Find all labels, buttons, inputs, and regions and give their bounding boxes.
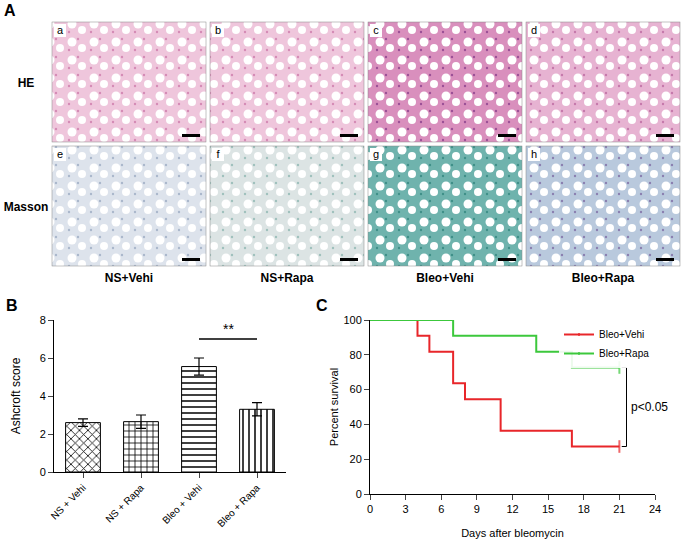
svg-text:6: 6: [438, 503, 444, 515]
svg-text:20: 20: [350, 453, 362, 465]
svg-text:Days after bleomycin: Days after bleomycin: [461, 527, 564, 539]
svg-text:f: f: [216, 148, 220, 160]
svg-text:8: 8: [40, 314, 46, 326]
svg-text:HE: HE: [18, 76, 35, 90]
svg-text:21: 21: [613, 503, 625, 515]
svg-text:c: c: [373, 24, 379, 36]
svg-text:NS+Rapa: NS+Rapa: [260, 271, 313, 285]
svg-text:NS+Vehi: NS+Vehi: [105, 271, 153, 285]
svg-text:18: 18: [578, 503, 590, 515]
svg-text:d: d: [531, 24, 537, 36]
svg-text:e: e: [57, 148, 63, 160]
svg-text:A: A: [4, 2, 16, 19]
svg-text:6: 6: [40, 352, 46, 364]
svg-text:B: B: [6, 297, 18, 314]
svg-text:4: 4: [40, 390, 46, 402]
svg-text:24: 24: [649, 503, 661, 515]
svg-text:Ashcroft score: Ashcroft score: [9, 357, 23, 434]
svg-text:100: 100: [343, 314, 361, 326]
svg-text:NS + Rapa: NS + Rapa: [103, 482, 146, 525]
svg-text:Masson: Masson: [4, 200, 49, 214]
svg-text:Bleo+Vehi: Bleo+Vehi: [599, 329, 644, 340]
svg-text:g: g: [373, 148, 379, 160]
svg-text:0: 0: [356, 488, 362, 500]
svg-text:40: 40: [350, 418, 362, 430]
svg-text:h: h: [531, 148, 537, 160]
svg-text:Bleo+Vehi: Bleo+Vehi: [416, 271, 474, 285]
svg-text:Bleo+Rapa: Bleo+Rapa: [572, 271, 635, 285]
svg-text:NS + Vehi: NS + Vehi: [49, 482, 88, 521]
svg-text:b: b: [215, 24, 221, 36]
svg-text:2: 2: [40, 428, 46, 440]
svg-text:3: 3: [403, 503, 409, 515]
svg-text:Bleo + Rapa: Bleo + Rapa: [215, 482, 262, 529]
svg-text:Bleo+Rapa: Bleo+Rapa: [599, 348, 649, 359]
svg-text:Percent survival: Percent survival: [328, 368, 340, 446]
svg-text:a: a: [57, 24, 64, 36]
svg-text:15: 15: [542, 503, 554, 515]
svg-text:**: **: [223, 321, 234, 337]
svg-text:p<0.05: p<0.05: [631, 400, 668, 414]
svg-text:C: C: [316, 297, 328, 314]
svg-text:0: 0: [40, 466, 46, 478]
svg-text:12: 12: [506, 503, 518, 515]
svg-text:60: 60: [350, 383, 362, 395]
svg-text:9: 9: [474, 503, 480, 515]
svg-text:0: 0: [367, 503, 373, 515]
svg-text:80: 80: [350, 349, 362, 361]
svg-text:Bleo + Vehi: Bleo + Vehi: [160, 482, 204, 526]
